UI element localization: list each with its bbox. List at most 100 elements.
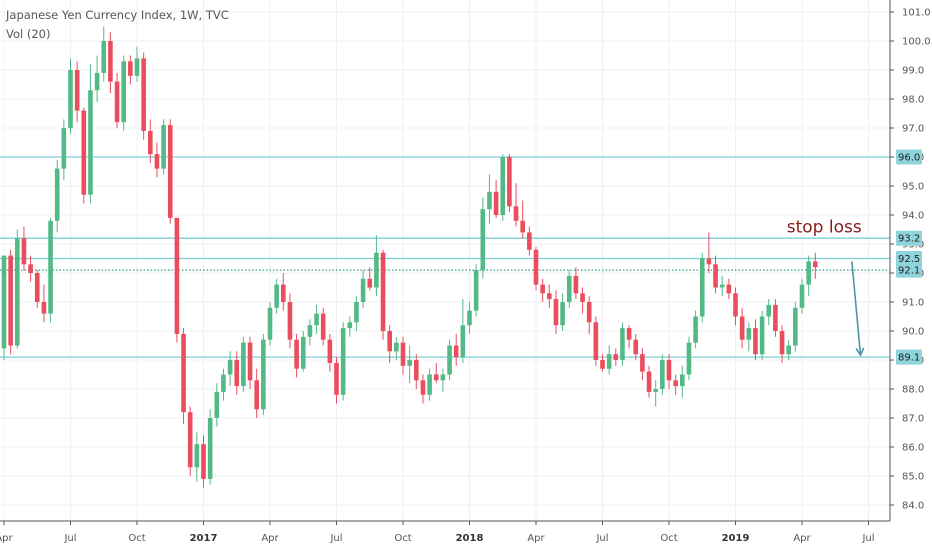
candle-body bbox=[533, 249, 539, 285]
y-tick-label: 101.0 bbox=[902, 8, 931, 19]
candle-body bbox=[48, 220, 53, 314]
x-tick-label: Apr bbox=[0, 533, 14, 544]
candle-body bbox=[653, 389, 658, 392]
y-tick-label: 91.0 bbox=[902, 298, 924, 309]
projection-arrow bbox=[851, 261, 862, 356]
candle-body bbox=[473, 270, 479, 311]
candle-body bbox=[626, 328, 632, 340]
candle-body bbox=[633, 339, 639, 355]
candle-body bbox=[327, 339, 333, 363]
stop-loss-annotation: stop loss bbox=[787, 218, 862, 238]
candle-body bbox=[8, 255, 13, 346]
candle-body bbox=[267, 307, 273, 340]
x-tick-label: Jul bbox=[861, 533, 874, 544]
candle-body bbox=[141, 58, 146, 131]
candle-body bbox=[467, 310, 472, 326]
candle-body bbox=[586, 302, 592, 323]
candle-body bbox=[713, 264, 718, 288]
y-tick-label: 98.0 bbox=[902, 95, 924, 106]
candle-body bbox=[21, 238, 27, 265]
candle-body bbox=[354, 302, 359, 323]
candle-body bbox=[187, 412, 193, 468]
candle-body bbox=[793, 307, 798, 346]
candle-body bbox=[440, 374, 446, 381]
candle-body bbox=[68, 70, 73, 128]
candle-body bbox=[101, 41, 107, 73]
x-tick-label: Oct bbox=[660, 533, 677, 544]
candles bbox=[1, 26, 818, 488]
candle-body bbox=[699, 258, 705, 317]
candle-body bbox=[261, 339, 266, 410]
candle-body bbox=[121, 61, 126, 123]
candle-body bbox=[759, 316, 765, 355]
level-badge-label: 96.0 bbox=[898, 153, 920, 164]
candle-body bbox=[520, 220, 525, 233]
candle-body bbox=[254, 380, 259, 410]
level-badge bbox=[896, 251, 922, 266]
candle-body bbox=[74, 70, 80, 111]
candle-body bbox=[427, 374, 432, 395]
grid-layer bbox=[0, 0, 890, 521]
x-tick-label: Oct bbox=[128, 533, 145, 544]
candle-body bbox=[201, 444, 206, 479]
candle-body bbox=[799, 284, 805, 308]
candle-body bbox=[287, 302, 293, 340]
candle-body bbox=[487, 191, 492, 210]
candle-body bbox=[28, 264, 33, 273]
candle-body bbox=[460, 325, 466, 358]
x-tick-label: Apr bbox=[261, 533, 279, 544]
candle-body bbox=[726, 284, 732, 294]
candle-body bbox=[686, 342, 692, 375]
level-badge bbox=[896, 149, 922, 165]
candle-body bbox=[221, 374, 226, 392]
candle-body bbox=[766, 304, 772, 317]
y-tick-label: 88.0 bbox=[902, 385, 924, 396]
candle-body bbox=[513, 206, 519, 221]
candle-body bbox=[407, 360, 412, 366]
y-tick-label: 94.0 bbox=[902, 211, 924, 222]
x-tick-label: Apr bbox=[527, 533, 545, 544]
candle-body bbox=[719, 284, 725, 288]
level-badge-label: 92.5 bbox=[898, 254, 920, 265]
candle-body bbox=[34, 273, 40, 302]
candle-body bbox=[300, 336, 306, 369]
annotations: stop loss bbox=[787, 218, 865, 357]
candle-body bbox=[207, 418, 213, 479]
candle-body bbox=[148, 130, 153, 155]
candle-body bbox=[746, 328, 752, 340]
candle-body bbox=[400, 342, 406, 366]
candle-body bbox=[241, 342, 246, 387]
candle-body bbox=[593, 322, 599, 360]
candle-body bbox=[813, 261, 818, 268]
candle-body bbox=[81, 110, 87, 195]
candle-body bbox=[540, 284, 545, 294]
x-tick-label: Jul bbox=[329, 533, 342, 544]
candle-body bbox=[387, 331, 392, 352]
candle-body bbox=[380, 252, 386, 331]
x-tick-label: 2017 bbox=[190, 533, 218, 544]
candle-body bbox=[547, 293, 552, 300]
candle-body bbox=[666, 360, 672, 381]
candle-body bbox=[194, 444, 200, 468]
candle-body bbox=[374, 252, 379, 288]
candle-body bbox=[61, 128, 67, 169]
candle-body bbox=[580, 293, 585, 302]
level-badge-label: 89.1 bbox=[898, 353, 920, 364]
candle-body bbox=[773, 304, 778, 331]
candle-body bbox=[360, 278, 366, 302]
candle-body bbox=[706, 258, 712, 265]
volume-indicator-label: Vol (20) bbox=[6, 27, 51, 41]
candle-body bbox=[54, 168, 60, 221]
candle-body bbox=[660, 360, 665, 389]
candle-body bbox=[493, 191, 499, 215]
candle-body bbox=[600, 360, 605, 369]
y-tick-label: 95.0 bbox=[902, 182, 924, 193]
y-tick-label: 87.0 bbox=[902, 414, 924, 425]
candle-body bbox=[560, 302, 565, 326]
candle-body bbox=[340, 328, 346, 395]
candle-body bbox=[154, 154, 160, 169]
candle-body bbox=[500, 157, 506, 215]
candle-body bbox=[367, 278, 373, 288]
